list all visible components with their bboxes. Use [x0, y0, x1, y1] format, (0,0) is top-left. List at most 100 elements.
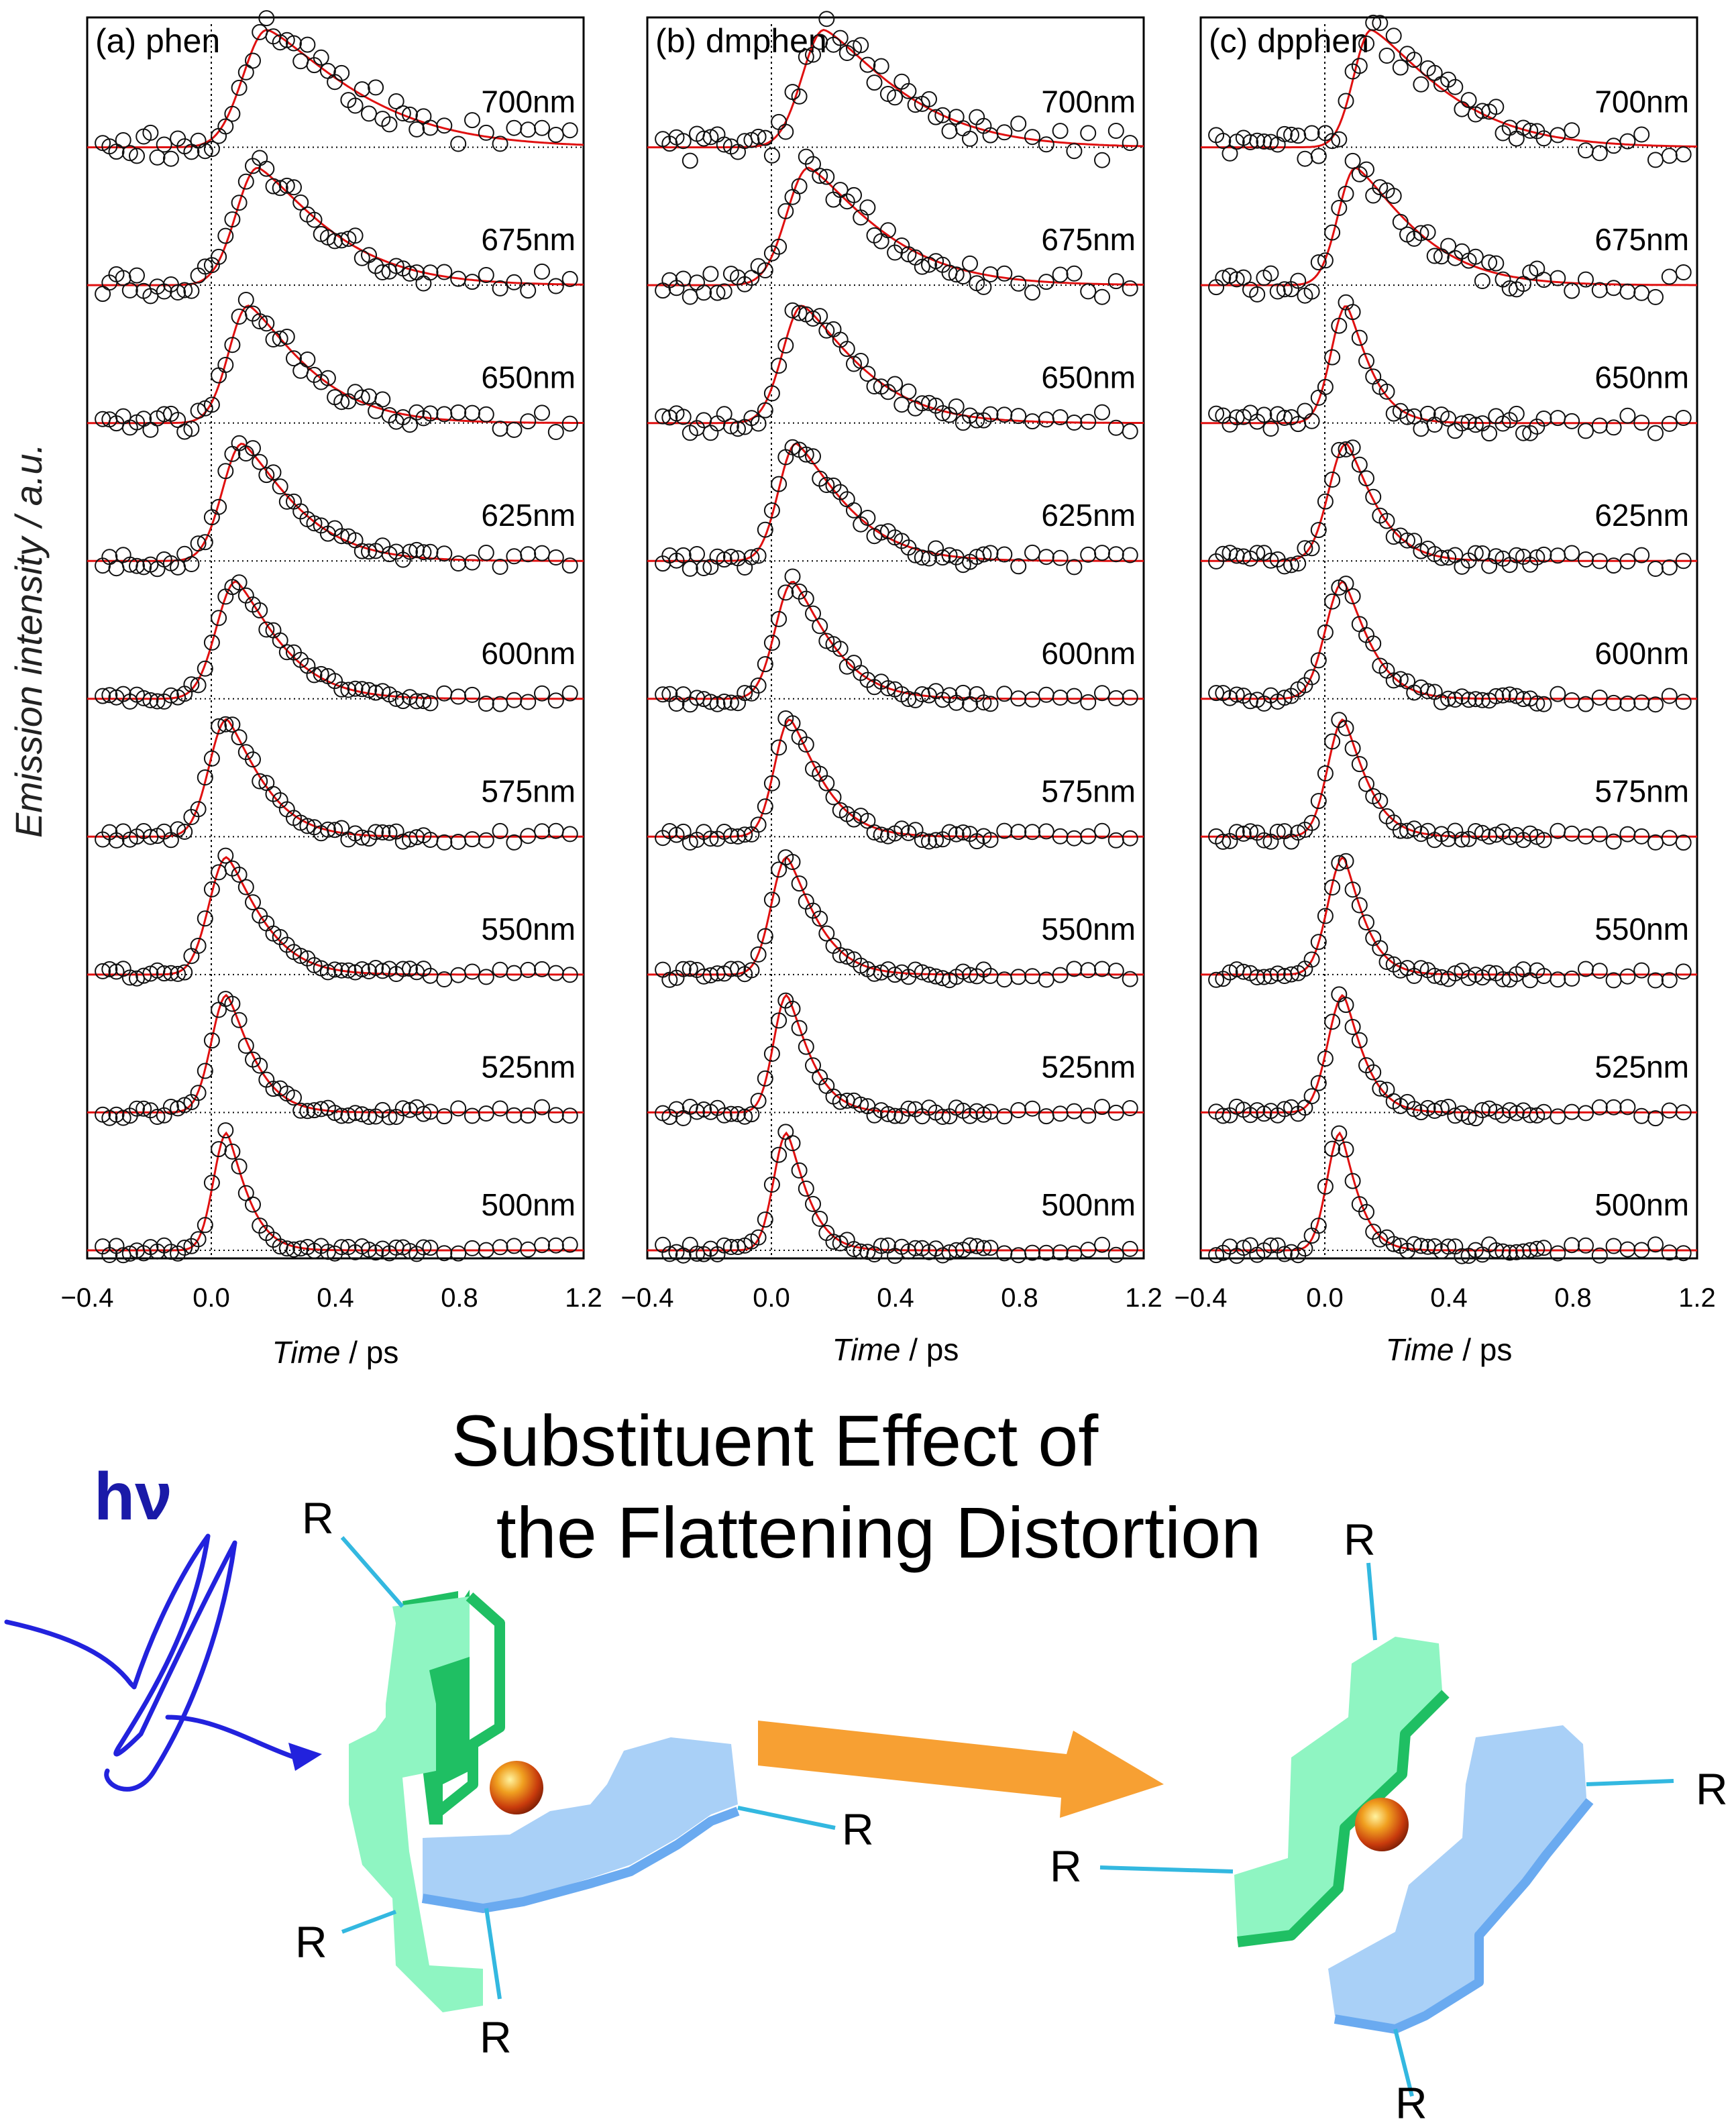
- trace-700nm: 700nm: [647, 11, 1144, 169]
- data-point: [1661, 688, 1678, 704]
- data-point: [1619, 553, 1636, 569]
- data-point: [142, 421, 159, 438]
- data-point: [394, 105, 411, 121]
- data-point: [1467, 417, 1484, 433]
- scheme-title-line1: Substituent Effect of: [451, 1400, 1099, 1481]
- data-point: [464, 274, 480, 290]
- data-point: [1052, 409, 1069, 425]
- data-point: [948, 398, 965, 415]
- data-point: [1344, 1019, 1361, 1035]
- data-point: [1481, 965, 1498, 981]
- data-point: [914, 258, 930, 275]
- data-point: [1024, 284, 1040, 301]
- data-point: [1501, 1244, 1518, 1261]
- trace-575nm: 575nm: [647, 710, 1144, 851]
- data-point: [1052, 1244, 1069, 1261]
- data-point: [409, 541, 425, 558]
- data-point: [709, 284, 726, 301]
- data-point: [1024, 1100, 1040, 1117]
- data-point: [394, 1100, 411, 1117]
- data-point: [1107, 123, 1124, 139]
- panel-b-xtick: −0.4: [621, 1283, 674, 1313]
- data-point: [879, 222, 896, 239]
- data-point: [1378, 954, 1395, 970]
- data-point: [1535, 696, 1552, 712]
- data-point: [534, 1099, 550, 1116]
- data-point: [231, 1012, 248, 1028]
- data-point: [1508, 1105, 1525, 1122]
- data-point: [170, 284, 186, 301]
- data-point: [1024, 1244, 1040, 1261]
- data-point: [245, 1196, 261, 1213]
- data-point: [197, 1063, 213, 1079]
- data-point: [1351, 1032, 1368, 1048]
- data-point: [561, 826, 578, 843]
- data-point: [121, 969, 138, 986]
- trace-650nm: 650nm: [1201, 294, 1697, 442]
- data-point: [292, 53, 309, 70]
- data-point: [1591, 145, 1608, 162]
- data-point: [162, 687, 179, 704]
- data-point: [730, 1239, 746, 1255]
- data-point: [812, 308, 828, 325]
- data-point: [203, 141, 220, 157]
- data-point: [887, 967, 904, 983]
- data-point: [1107, 1246, 1124, 1263]
- data-point: [224, 995, 241, 1012]
- data-point: [1426, 248, 1443, 264]
- data-point: [1467, 823, 1484, 839]
- data-point: [962, 255, 978, 272]
- data-point: [534, 685, 550, 702]
- data-point: [1535, 546, 1552, 563]
- data-point: [319, 370, 336, 386]
- data-point: [784, 1000, 801, 1017]
- data-point: [1290, 824, 1307, 841]
- data-point: [1385, 1236, 1402, 1252]
- data-point: [1122, 971, 1138, 987]
- data-point: [422, 405, 439, 422]
- data-point: [1529, 695, 1545, 712]
- data-point: [1522, 122, 1539, 139]
- data-point: [1338, 185, 1354, 202]
- data-point: [750, 415, 767, 432]
- data-point: [415, 1239, 432, 1256]
- data-point: [1324, 472, 1341, 488]
- data-point: [1324, 1014, 1341, 1030]
- data-point: [1661, 1244, 1678, 1261]
- panel-b-xtick: 0.8: [1001, 1283, 1038, 1313]
- data-point: [1038, 1244, 1054, 1261]
- data-point: [1467, 967, 1484, 983]
- trace-700nm: 700nm: [87, 10, 584, 167]
- data-point: [170, 965, 186, 982]
- data-point: [354, 389, 370, 406]
- data-point: [197, 258, 213, 275]
- data-point: [1358, 470, 1374, 487]
- data-point: [859, 1244, 876, 1260]
- wavelength-label: 575nm: [1594, 773, 1689, 808]
- data-point: [1262, 968, 1279, 985]
- data-point: [534, 823, 550, 840]
- data-point: [1633, 828, 1650, 845]
- data-point: [866, 74, 883, 91]
- data-point: [492, 559, 508, 575]
- data-point: [547, 692, 564, 709]
- data-point: [1564, 692, 1580, 708]
- data-point: [791, 305, 808, 321]
- data-point: [982, 266, 999, 282]
- data-point: [893, 396, 910, 413]
- data-point: [129, 1100, 145, 1117]
- data-point: [1331, 1125, 1348, 1142]
- data-point: [1222, 145, 1238, 162]
- data-point: [1488, 688, 1505, 704]
- data-point: [955, 824, 971, 840]
- data-point: [211, 248, 227, 265]
- data-point: [121, 145, 138, 162]
- panel-a-xtick: 0.4: [317, 1283, 354, 1313]
- data-point: [354, 81, 370, 98]
- data-point: [1378, 48, 1395, 64]
- data-point: [1550, 971, 1566, 988]
- data-point: [478, 832, 494, 849]
- data-point: [1256, 406, 1272, 423]
- data-point: [1440, 549, 1457, 566]
- data-point: [1122, 830, 1138, 847]
